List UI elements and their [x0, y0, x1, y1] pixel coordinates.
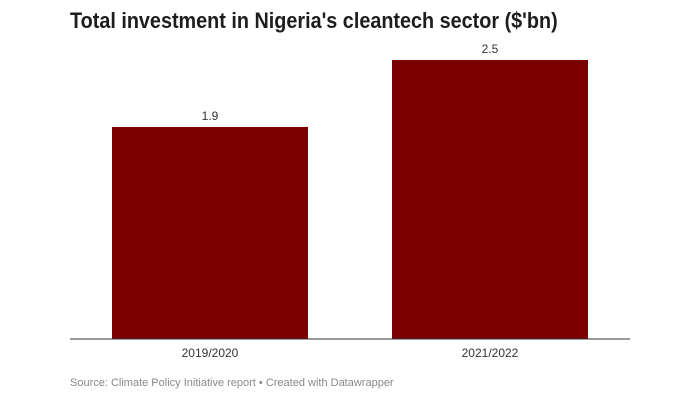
bar: [392, 60, 588, 339]
bar: [112, 126, 308, 340]
x-tick-label: 2019/2020: [182, 346, 239, 360]
data-label: 2.5: [482, 42, 499, 56]
source-note: Source: Climate Policy Initiative report…: [70, 377, 394, 389]
x-tick-label: 2021/2022: [462, 346, 519, 360]
chart-title: Total investment in Nigeria's cleantech …: [70, 8, 558, 33]
data-label: 1.9: [202, 109, 219, 123]
